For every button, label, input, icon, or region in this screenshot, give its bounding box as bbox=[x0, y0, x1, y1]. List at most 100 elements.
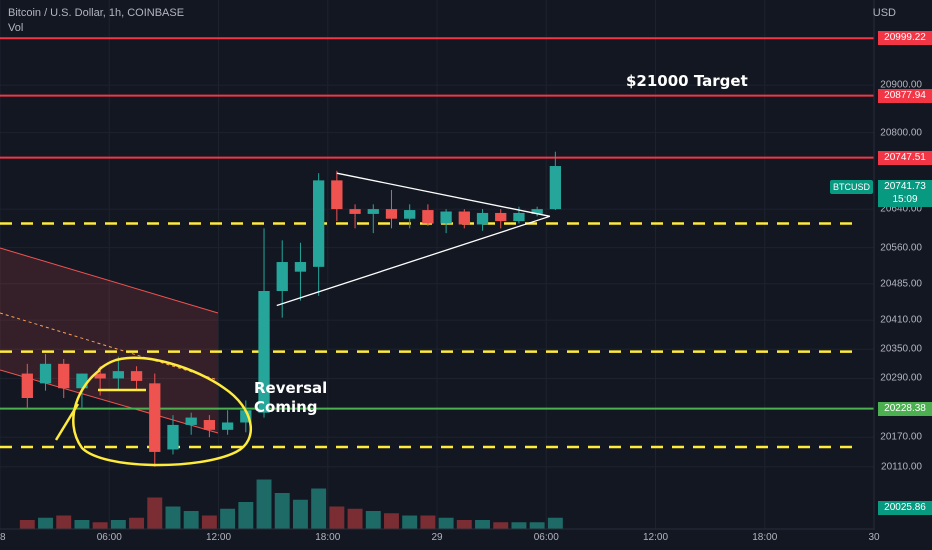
channel-mid-line bbox=[0, 312, 219, 381]
candle-body bbox=[385, 209, 398, 219]
volume-bar bbox=[183, 511, 199, 529]
candle-body bbox=[294, 262, 307, 272]
channel-drawing bbox=[0, 247, 219, 434]
volume-bar bbox=[347, 508, 363, 529]
candle-body bbox=[458, 211, 470, 225]
volume-bar bbox=[19, 520, 35, 529]
current-price-tag: 20741.73 15:09 bbox=[878, 180, 932, 207]
candle-body bbox=[258, 291, 270, 413]
volume-bar bbox=[110, 520, 126, 529]
reversal-annotation: Reversal Coming bbox=[254, 379, 344, 417]
price-level-tag: 20999.22 bbox=[878, 31, 932, 46]
candle-body bbox=[349, 209, 361, 214]
time-tick-label: 30 bbox=[868, 532, 880, 543]
volume-bar bbox=[365, 511, 381, 529]
candle-body bbox=[21, 373, 33, 398]
candle-body bbox=[240, 410, 252, 423]
volume-layer bbox=[19, 479, 563, 529]
symmetrical-triangle-drawing[interactable] bbox=[276, 172, 551, 307]
volume-bar bbox=[220, 508, 236, 529]
reversal-line1: Reversal bbox=[254, 379, 328, 397]
triangle-lower-line[interactable] bbox=[276, 215, 551, 307]
price-tick-label: 20170.00 bbox=[880, 431, 922, 443]
candle-body bbox=[440, 211, 452, 224]
channel-upper-line bbox=[0, 247, 219, 314]
descending-channel-fill bbox=[0, 248, 218, 433]
volume-bar bbox=[92, 522, 108, 529]
candle-body bbox=[531, 209, 543, 214]
volume-bar bbox=[547, 517, 563, 529]
channel-lower-line bbox=[0, 369, 219, 434]
price-tick-label: 20110.00 bbox=[881, 461, 922, 473]
volume-bar bbox=[402, 515, 418, 529]
volume-bar bbox=[329, 506, 345, 529]
candle-body bbox=[404, 210, 416, 219]
candles-layer bbox=[21, 151, 561, 467]
candle-body bbox=[130, 371, 143, 381]
time-tick-label: 12:00 bbox=[642, 532, 669, 543]
triangle-upper-line[interactable] bbox=[336, 172, 551, 217]
volume-bar bbox=[384, 513, 399, 529]
candle-body bbox=[549, 166, 561, 210]
annotation-stroke bbox=[54, 403, 80, 441]
time-tick-label: 28 bbox=[0, 532, 6, 543]
candle-body bbox=[367, 209, 379, 214]
volume-bar bbox=[311, 488, 327, 529]
volume-bar bbox=[511, 522, 527, 529]
time-tick-label: 18:00 bbox=[752, 532, 778, 543]
volume-bar bbox=[256, 479, 272, 529]
candle-body bbox=[495, 212, 507, 222]
volume-bar bbox=[420, 515, 436, 529]
candle-body bbox=[39, 363, 52, 384]
candle-body bbox=[203, 420, 216, 430]
time-tick-label: 18:00 bbox=[315, 532, 341, 543]
candle-body bbox=[76, 373, 88, 389]
time-tick-label: 29 bbox=[431, 532, 443, 543]
time-tick-label: 06:00 bbox=[533, 532, 559, 543]
candle-body bbox=[94, 373, 106, 379]
candle-body bbox=[422, 210, 434, 224]
reversal-line2: Coming bbox=[254, 398, 318, 416]
countdown-timer: 15:09 bbox=[892, 194, 918, 205]
volume-bar bbox=[475, 520, 490, 529]
highlight-circle bbox=[72, 356, 253, 467]
volume-bar bbox=[456, 520, 472, 529]
volume-bar bbox=[165, 506, 181, 529]
candle-body bbox=[167, 424, 179, 450]
price-tick-label: 20485.00 bbox=[880, 278, 922, 290]
price-tick-label: 20350.00 bbox=[880, 343, 922, 355]
volume-bar bbox=[238, 502, 254, 529]
currency-label[interactable]: USD bbox=[872, 7, 896, 19]
candle-body bbox=[185, 417, 197, 425]
price-level-tag: 20877.94 bbox=[878, 88, 932, 103]
price-level-tag: 20228.38 bbox=[878, 401, 932, 416]
price-level-tag: 20025.86 bbox=[878, 501, 932, 516]
volume-bar bbox=[129, 517, 145, 529]
symbol-badge: BTCUSD bbox=[830, 180, 874, 194]
price-tick-label: 20900.00 bbox=[880, 79, 922, 91]
chart-title: Bitcoin / U.S. Dollar, 1h, COINBASE bbox=[8, 7, 185, 19]
candle-body bbox=[331, 180, 343, 210]
volume-bar bbox=[274, 493, 290, 529]
volume-bar bbox=[74, 520, 90, 529]
price-tick-label: 20560.00 bbox=[880, 242, 922, 254]
candle-body bbox=[313, 180, 325, 267]
candle-body bbox=[276, 262, 288, 292]
price-tick-label: 20290.00 bbox=[880, 372, 922, 384]
candle-body bbox=[149, 383, 161, 452]
candle-body bbox=[513, 212, 525, 222]
candle-body bbox=[221, 422, 234, 430]
candle-body bbox=[476, 212, 489, 225]
volume-bar bbox=[201, 515, 217, 529]
price-tick-label: 20800.00 bbox=[880, 127, 922, 139]
volume-indicator-label[interactable]: Vol bbox=[8, 22, 24, 34]
current-price-value: 20741.73 bbox=[884, 181, 926, 192]
volume-bar bbox=[438, 517, 454, 529]
volume-bar bbox=[529, 522, 545, 529]
volume-bar bbox=[493, 522, 509, 529]
freehand-annotations bbox=[54, 356, 253, 467]
candle-body bbox=[112, 371, 124, 379]
volume-bar bbox=[292, 499, 308, 529]
